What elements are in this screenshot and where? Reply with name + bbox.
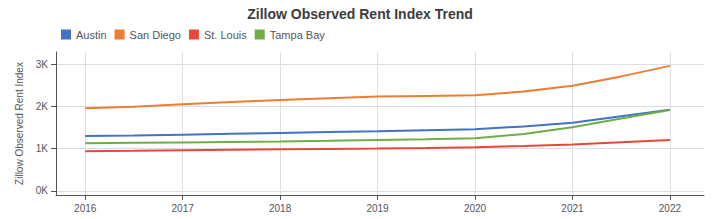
svg-text:St. Louis: St. Louis [204,29,247,41]
svg-text:3K: 3K [36,59,49,70]
svg-text:2019: 2019 [366,203,389,214]
svg-text:Zillow Observed Rent Index: Zillow Observed Rent Index [14,62,25,185]
svg-text:2017: 2017 [172,203,195,214]
svg-text:0K: 0K [36,185,49,196]
svg-text:Austin: Austin [76,29,107,41]
svg-text:2021: 2021 [561,203,584,214]
svg-text:2K: 2K [36,101,49,112]
svg-text:2018: 2018 [269,203,292,214]
svg-text:2020: 2020 [464,203,487,214]
svg-text:Tampa Bay: Tampa Bay [270,29,326,41]
svg-text:2022: 2022 [659,203,682,214]
svg-text:2016: 2016 [74,203,97,214]
svg-text:1K: 1K [36,143,49,154]
svg-text:Zillow Observed Rent Index Tre: Zillow Observed Rent Index Trend [247,6,473,22]
svg-text:San Diego: San Diego [130,29,181,41]
